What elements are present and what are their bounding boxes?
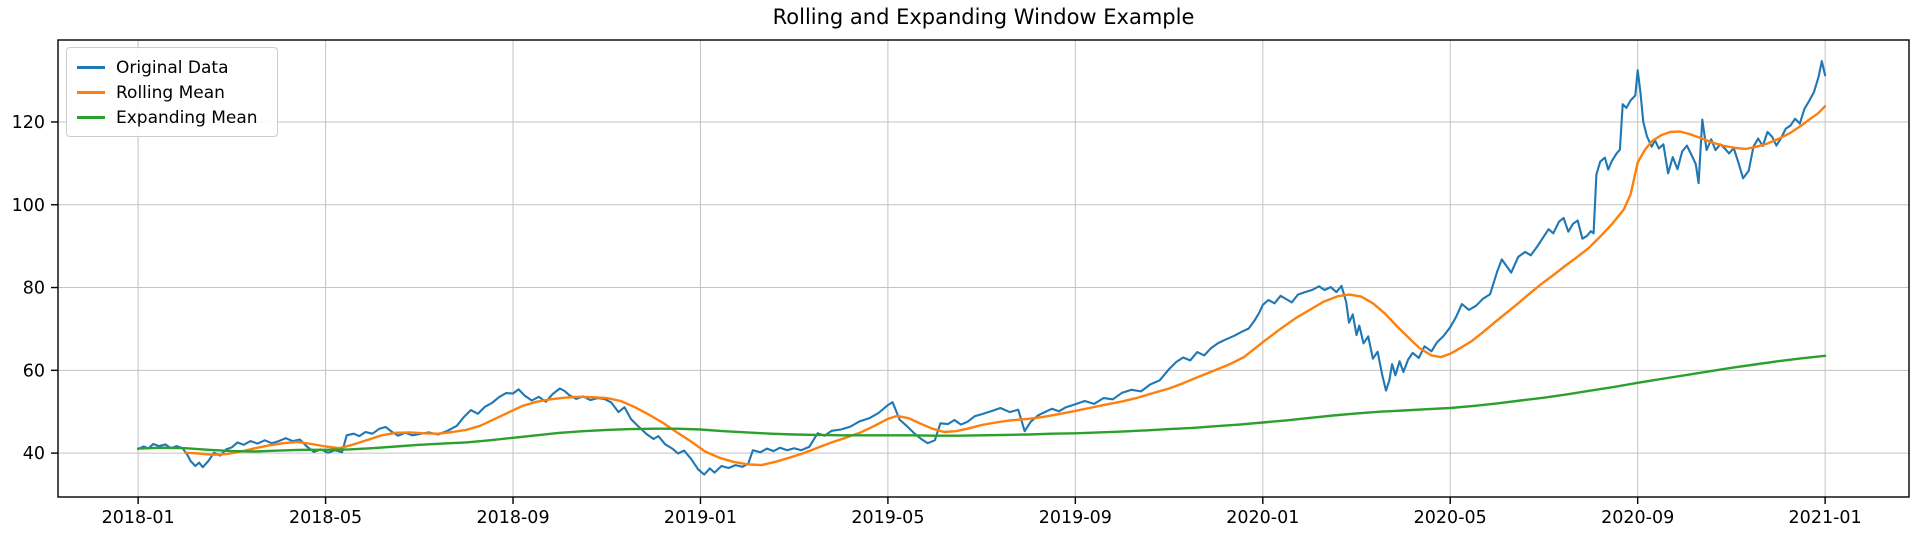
x-tick-label: 2018-01 xyxy=(102,508,175,528)
x-tick-label: 2019-05 xyxy=(851,508,924,528)
x-tick-label: 2019-09 xyxy=(1039,508,1112,528)
legend-item-expanding-mean: Expanding Mean xyxy=(77,105,267,130)
y-tick-label: 100 xyxy=(12,196,45,216)
y-tick-label: 80 xyxy=(23,279,45,299)
legend-line-sample-rolling-mean xyxy=(77,91,105,94)
x-tick-label: 2020-01 xyxy=(1226,508,1299,528)
legend-label-rolling-mean: Rolling Mean xyxy=(116,82,225,103)
x-tick-label: 2021-01 xyxy=(1789,508,1862,528)
x-tick-label: 2019-01 xyxy=(664,508,737,528)
legend-label-expanding-mean: Expanding Mean xyxy=(116,107,258,128)
legend-line-sample-original-data xyxy=(77,66,105,69)
series-line-rolling-mean xyxy=(183,104,1827,467)
legend-line-sample-expanding-mean xyxy=(77,116,105,119)
axes-border xyxy=(57,39,1910,498)
legend: Original Data Rolling Mean Expanding Mea… xyxy=(66,47,278,137)
legend-item-original-data: Original Data xyxy=(77,55,267,80)
x-tick-label: 2018-05 xyxy=(289,508,362,528)
x-tick-label: 2020-05 xyxy=(1414,508,1487,528)
y-tick-label: 60 xyxy=(23,361,45,381)
legend-label-original-data: Original Data xyxy=(116,57,229,78)
y-tick-label: 120 xyxy=(12,113,45,133)
series-line-expanding-mean xyxy=(136,354,1827,453)
legend-item-rolling-mean: Rolling Mean xyxy=(77,80,267,105)
x-tick-label: 2020-09 xyxy=(1601,508,1674,528)
chart-title: Rolling and Expanding Window Example xyxy=(772,5,1195,29)
x-tick-label: 2018-09 xyxy=(476,508,549,528)
y-tick-label: 40 xyxy=(23,444,45,464)
series-line-original-data xyxy=(137,60,1827,476)
